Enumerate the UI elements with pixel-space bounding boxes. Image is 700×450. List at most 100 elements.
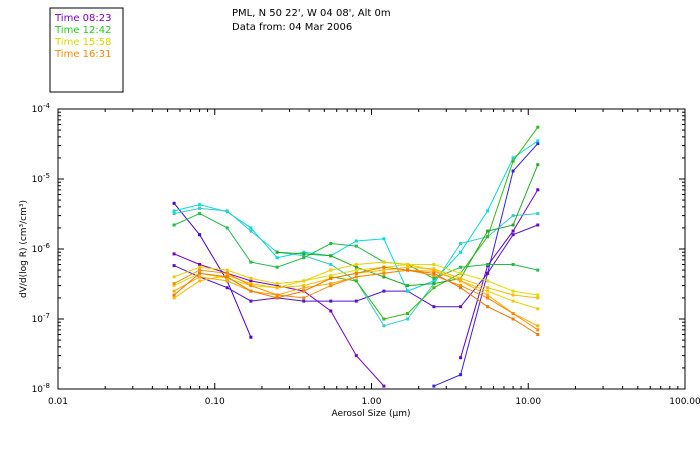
- data-point: [536, 324, 540, 328]
- data-point: [302, 289, 306, 293]
- data-point: [459, 265, 463, 269]
- data-point: [198, 203, 202, 207]
- data-point: [536, 125, 540, 129]
- data-point: [536, 188, 540, 192]
- data-point: [406, 284, 410, 288]
- data-point: [354, 239, 358, 243]
- data-point: [432, 263, 436, 266]
- data-point: [225, 209, 229, 213]
- data-point: [511, 229, 515, 233]
- data-point: [486, 235, 490, 239]
- data-point: [486, 289, 490, 293]
- data-point: [382, 268, 386, 272]
- x-tick-label: 0.10: [205, 397, 225, 407]
- x-axis-title: Aerosol Size (µm): [332, 409, 411, 419]
- data-point: [486, 279, 490, 283]
- data-point: [511, 159, 515, 163]
- data-point: [459, 276, 463, 280]
- data-point: [536, 163, 540, 167]
- data-point: [406, 312, 410, 315]
- data-point: [329, 276, 333, 280]
- data-point: [198, 265, 202, 269]
- y-tick-label: 10-8: [32, 382, 50, 395]
- data-point: [249, 229, 253, 233]
- y-tick-label: 10-6: [32, 242, 51, 255]
- data-point: [432, 273, 436, 277]
- data-point: [225, 268, 229, 272]
- data-point: [382, 271, 386, 275]
- data-point: [511, 223, 515, 227]
- data-point: [302, 252, 306, 256]
- data-point: [249, 276, 253, 280]
- data-point: [275, 265, 279, 269]
- data-point: [511, 299, 515, 303]
- data-point: [459, 271, 463, 275]
- data-point: [511, 317, 515, 321]
- data-point: [198, 263, 202, 266]
- data-point: [354, 354, 358, 358]
- x-tick-label: 10.00: [515, 397, 541, 407]
- data-point: [198, 233, 202, 237]
- data-point: [382, 384, 386, 388]
- location-text: PML, N 50 22', W 04 08', Alt 0m: [232, 8, 391, 19]
- y-tick-label: 10-5: [32, 172, 50, 185]
- data-point: [329, 263, 333, 266]
- data-point: [172, 296, 176, 300]
- data-point: [511, 312, 515, 315]
- data-point: [302, 256, 306, 260]
- data-point: [172, 223, 176, 227]
- data-point: [486, 296, 490, 300]
- data-point: [302, 286, 306, 290]
- plot-frame: [57, 108, 686, 390]
- data-point: [354, 279, 358, 283]
- data-point: [302, 279, 306, 283]
- data-point: [459, 284, 463, 288]
- series-line-s5: [460, 189, 539, 358]
- x-tick-label: 0.01: [48, 397, 68, 407]
- data-point: [329, 242, 333, 245]
- data-point: [225, 286, 229, 290]
- data-point: [354, 244, 358, 248]
- data-point: [406, 317, 410, 321]
- data-point: [432, 305, 436, 309]
- data-point: [172, 209, 176, 213]
- data-point: [354, 263, 358, 266]
- data-point: [382, 237, 386, 241]
- data-point: [382, 275, 386, 279]
- data-point: [329, 309, 333, 313]
- data-point: [198, 206, 202, 210]
- data-point: [536, 296, 540, 300]
- data-point: [459, 250, 463, 254]
- data-point: [198, 212, 202, 216]
- y-axis-title: dV/d(log R) (cm³/cm³): [19, 200, 29, 298]
- data-point: [432, 286, 436, 290]
- data-point: [172, 252, 176, 256]
- data-point: [354, 268, 358, 272]
- data-point: [172, 282, 176, 286]
- data-point: [172, 212, 176, 216]
- data-point: [225, 279, 229, 283]
- data-point: [511, 289, 515, 293]
- data-point: [249, 226, 253, 230]
- data-point: [354, 265, 358, 269]
- data-point: [275, 296, 279, 300]
- data-point: [536, 212, 540, 216]
- data-point: [511, 214, 515, 218]
- y-tick-label: 10-7: [32, 312, 50, 325]
- data-point: [536, 142, 540, 146]
- data-point: [198, 275, 202, 279]
- data-point: [275, 284, 279, 288]
- data-point: [432, 384, 436, 388]
- data-point: [275, 286, 279, 290]
- data-point: [354, 275, 358, 279]
- data-point: [459, 373, 463, 377]
- data-point: [459, 286, 463, 290]
- data-point: [302, 299, 306, 303]
- data-point: [536, 139, 540, 143]
- data-point: [432, 271, 436, 275]
- data-point: [432, 276, 436, 280]
- data-point: [511, 233, 515, 237]
- data-point: [486, 229, 490, 233]
- data-point: [382, 265, 386, 269]
- legend-entry-4: Time 16:31: [54, 49, 111, 60]
